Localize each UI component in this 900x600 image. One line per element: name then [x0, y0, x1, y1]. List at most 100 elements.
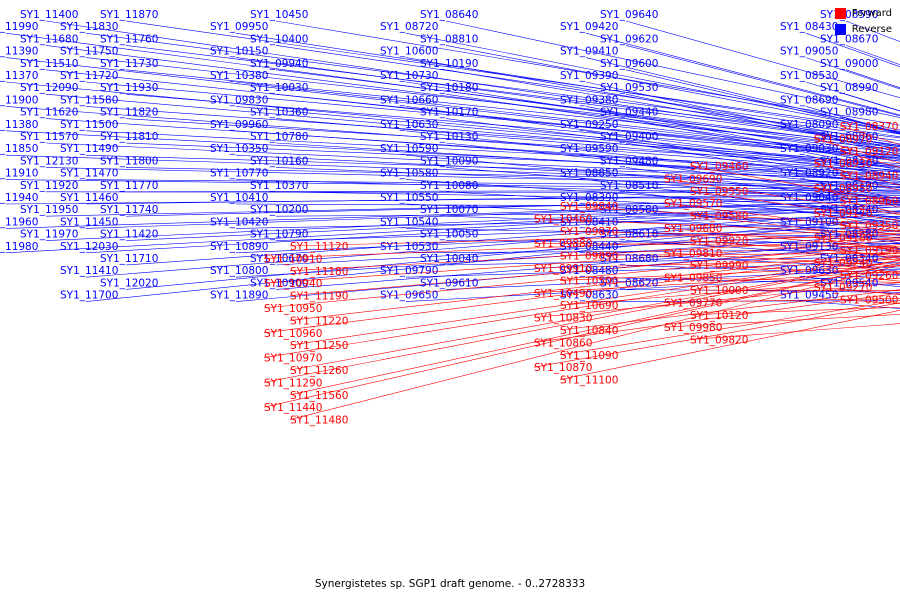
forward-gene-label: SY1_09270: [814, 282, 872, 294]
reverse-leader-line: [405, 179, 900, 212]
reverse-leader-line: [445, 256, 900, 266]
reverse-gene-label: SY1_11370: [0, 70, 38, 82]
forward-gene-label: SY1_08960: [840, 195, 898, 207]
reverse-gene-label: SY1_11990: [0, 21, 38, 33]
forward-leader-line: [689, 264, 900, 274]
reverse-gene-label: SY1_08410: [560, 216, 618, 228]
reverse-gene-label: SY1_11490: [60, 143, 118, 155]
reverse-leader-line: [625, 240, 900, 259]
forward-leader-line: [559, 265, 900, 281]
forward-gene-label: SY1_11290: [264, 377, 322, 389]
forward-gene-label: SY1_10500: [560, 275, 618, 287]
reverse-leader-line: [805, 301, 900, 309]
reverse-gene-label: SY1_09420: [560, 21, 618, 33]
reverse-gene-label: SY1_09040: [780, 192, 838, 204]
reverse-gene-label: SY1_11680: [20, 33, 78, 45]
reverse-gene-label: SY1_11760: [100, 33, 158, 45]
reverse-gene-label: SY1_11460: [60, 192, 118, 204]
reverse-gene-label: SY1_10380: [210, 70, 268, 82]
reverse-gene-label: SY1_09030: [780, 143, 838, 155]
reverse-leader-line: [45, 191, 900, 194]
forward-leader-line: [263, 256, 900, 358]
reverse-gene-label: SY1_10360: [250, 107, 308, 119]
reverse-leader-line: [85, 200, 900, 229]
reverse-gene-label: SY1_11400: [20, 9, 78, 21]
reverse-leader-line: [125, 203, 900, 241]
reverse-leader-line: [625, 118, 900, 171]
reverse-leader-line: [625, 93, 900, 153]
reverse-gene-label: SY1_10350: [210, 143, 268, 155]
reverse-gene-label: SY1_09620: [600, 33, 658, 45]
reverse-leader-line: [235, 234, 900, 278]
reverse-gene-label: SY1_11750: [60, 46, 118, 58]
forward-gene-label: SY1_09180: [814, 233, 872, 245]
reverse-gene-label: SY1_10090: [420, 155, 478, 167]
forward-leader-line: [263, 240, 900, 284]
reverse-leader-line: [625, 20, 900, 99]
reverse-leader-line: [275, 211, 900, 217]
forward-leader-line: [289, 264, 900, 420]
forward-gene-label: SY1_10830: [534, 313, 592, 325]
reverse-leader-line: [625, 142, 900, 189]
forward-gene-label: SY1_09890: [560, 251, 618, 263]
reverse-leader-line: [235, 242, 900, 302]
reverse-leader-line: [405, 203, 900, 225]
reverse-leader-line: [275, 118, 900, 171]
reverse-gene-label: SY1_08340: [820, 253, 878, 265]
forward-gene-label: SY1_09190: [840, 245, 898, 257]
reverse-leader-line: [275, 167, 900, 193]
forward-leader-line: [533, 292, 900, 343]
forward-gene-label: SY1_09980: [664, 322, 722, 334]
reverse-leader-line: [5, 106, 900, 173]
forward-gene-label: SY1_09120: [840, 146, 898, 158]
reverse-gene-label: SY1_11970: [20, 229, 78, 241]
forward-gene-label: SY1_09880: [534, 238, 592, 250]
forward-leader-line: [533, 302, 900, 368]
reverse-gene-label: SY1_11870: [100, 9, 158, 21]
forward-gene-label: SY1_09570: [664, 198, 722, 210]
reverse-gene-label: SY1_11390: [0, 46, 38, 58]
gene-labels: SY1_08590SY1_08430SY1_08670SY1_09050SY1_…: [0, 9, 898, 427]
reverse-gene-label: SY1_11450: [60, 216, 118, 228]
reverse-gene-label: SY1_08810: [420, 33, 478, 45]
reverse-leader-line: [445, 167, 900, 204]
forward-gene-label: SY1_11120: [290, 241, 348, 253]
reverse-gene-label: SY1_10070: [420, 204, 478, 216]
forward-leader-line: [689, 190, 900, 221]
reverse-gene-label: SY1_08920: [780, 168, 838, 180]
reverse-gene-label: SY1_12020: [100, 277, 158, 289]
reverse-leader-line: [5, 199, 900, 229]
reverse-gene-label: SY1_08530: [780, 70, 838, 82]
forward-gene-label: SY1_10940: [264, 278, 322, 290]
reverse-leader-line: [625, 167, 900, 206]
reverse-gene-label: SY1_08580: [600, 204, 658, 216]
forward-gene-label: SY1_09910: [534, 263, 592, 275]
reverse-leader-line: [5, 154, 900, 185]
reverse-gene-label: SY1_10200: [250, 204, 308, 216]
reverse-gene-label: SY1_10900: [250, 277, 308, 289]
forward-gene-label: SY1_11250: [290, 340, 348, 352]
reverse-gene-label: SY1_11380: [0, 119, 38, 131]
forward-leader-line: [289, 244, 900, 296]
legend-reverse-label: Reverse: [851, 24, 892, 35]
reverse-gene-label: SY1_08390: [560, 192, 618, 204]
reverse-leader-line: [445, 93, 900, 162]
reverse-gene-label: SY1_09410: [560, 46, 618, 58]
reverse-leader-line: [405, 273, 900, 302]
forward-gene-label: SY1_08970: [814, 133, 872, 145]
reverse-gene-label: SY1_09050: [780, 46, 838, 58]
reverse-leader-line: [275, 45, 900, 138]
reverse-leader-line: [445, 191, 900, 218]
reverse-gene-label: SY1_08720: [380, 21, 438, 33]
reverse-gene-label: SY1_11710: [100, 253, 158, 265]
reverse-gene-label: SY1_11800: [100, 155, 158, 167]
reverse-gene-label: SY1_11470: [60, 168, 118, 180]
forward-gene-label: SY1_09680: [664, 223, 722, 235]
forward-gene-label: SY1_08370: [840, 121, 898, 133]
reverse-leader-line: [125, 142, 900, 176]
reverse-leader-line: [275, 93, 900, 160]
reverse-leader-line: [585, 203, 900, 236]
forward-gene-label: SY1_09850: [664, 273, 722, 285]
reverse-leader-line: [45, 142, 900, 182]
reverse-gene-label: SY1_09790: [380, 265, 438, 277]
